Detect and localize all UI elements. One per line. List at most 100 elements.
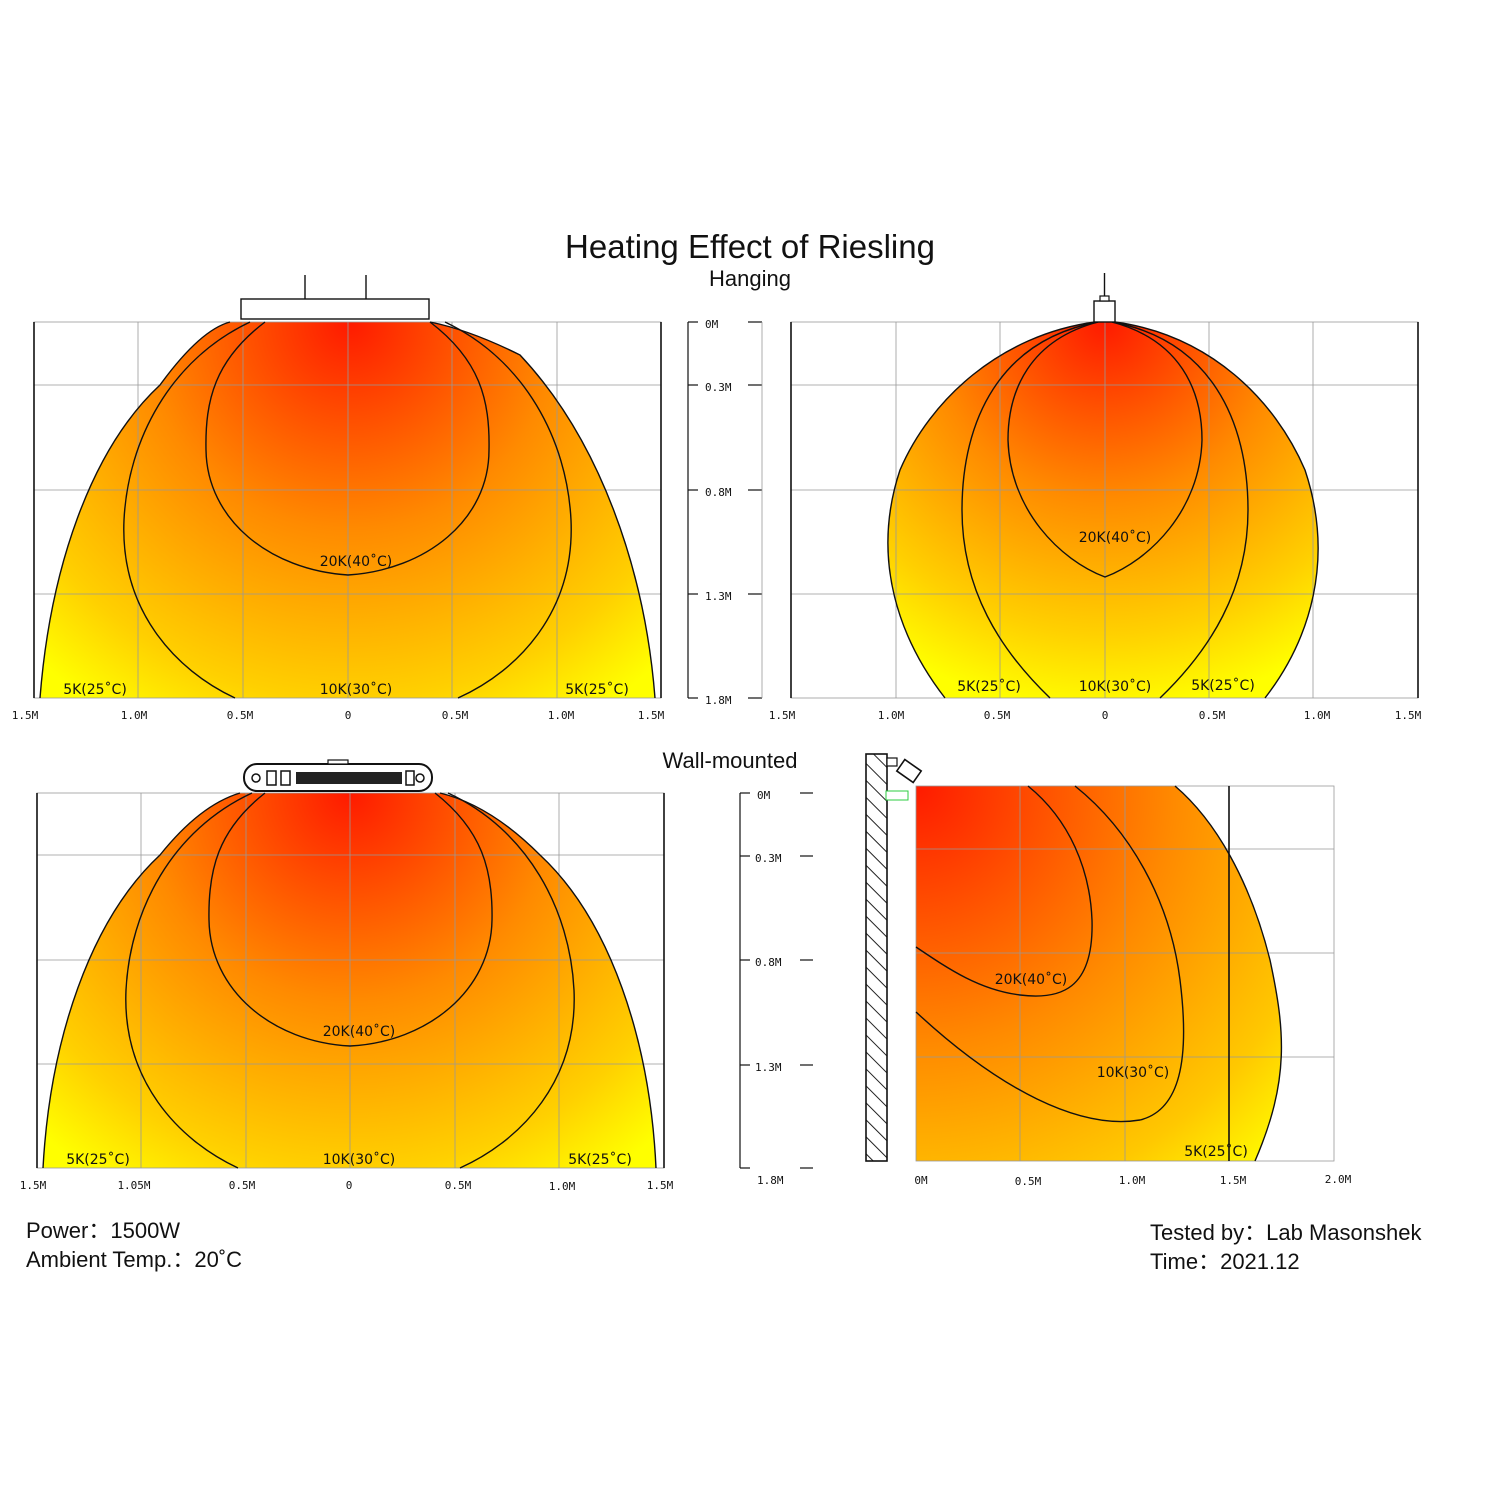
tick-label: 0 [346,1179,353,1192]
depth-tick: 1.3M [755,1061,782,1074]
power-label: Power： [26,1218,111,1243]
tick-label: 1.05M [117,1179,150,1192]
heater-wall-front [243,759,433,792]
contour-lines [887,321,1319,699]
tick-label: 1.0M [1119,1174,1146,1187]
contour-label: 10K(30˚C) [1079,678,1152,695]
contour-label: 5K(25˚C) [1191,677,1255,694]
contour-label: 20K(40˚C) [323,1023,396,1040]
ambient-row: Ambient Temp.：20˚C [26,1245,242,1274]
contour-10k [961,321,1249,699]
contour-5k [887,321,1319,699]
depth-tick: 0.3M [755,852,782,865]
panel-hanging-front: 1.5M 1.0M 0.5M 0 0.5M 1.0M 1.5M 20K(40˚C… [769,273,1422,722]
depth-axis-bottom [739,792,813,1169]
heater-wall-side [885,757,923,801]
tested-label: Tested by： [1150,1220,1267,1245]
contour-5k [39,321,656,699]
tick-label: 1.5M [20,1179,47,1192]
specs-block: Power：1500W Ambient Temp.：20˚C [26,1216,242,1274]
contour-20k [208,792,493,1047]
depth-tick: 1.8M [705,694,732,707]
contour-20k [915,785,1093,997]
contour-label: 5K(25˚C) [1184,1143,1248,1160]
x-axis-ticks: 1.5M 1.05M 0.5M 0 0.5M 1.0M 1.5M [20,1179,674,1193]
tick-label: 0M [914,1174,928,1187]
tick-label: 0 [1102,709,1109,722]
ambient-value: 20˚C [194,1247,243,1272]
panel-wall-front: 1.5M 1.05M 0.5M 0 0.5M 1.0M 1.5M 20K(40˚… [20,759,674,1193]
tick-label: 1.0M [1304,709,1331,722]
depth-axis-top [687,321,763,699]
contour-20k [205,321,490,576]
time-row: Time：2021.12 [1150,1247,1422,1276]
tick-label: 0.5M [984,709,1011,722]
contour-lines [915,785,1283,1162]
contour-5k [1174,785,1283,1162]
tick-label: 1.5M [769,709,796,722]
contour-label: 5K(25˚C) [63,681,127,698]
tested-value: Lab Masonshek [1266,1220,1422,1245]
contour-label: 10K(30˚C) [1097,1064,1170,1081]
test-info-block: Tested by：Lab Masonshek Time：2021.12 [1150,1218,1422,1276]
wall-structure [865,753,888,1162]
power-row: Power：1500W [26,1216,242,1245]
hanging-subtitle: Hanging [709,266,791,291]
time-value: 2021.12 [1220,1249,1300,1274]
contour-label: 20K(40˚C) [320,553,393,570]
depth-tick: 0.8M [755,956,782,969]
panel-hanging-side: 1.5M 1.0M 0.5M 0 0.5M 1.0M 1.5M 20K(40˚C… [12,275,665,722]
heat-zone-fill [40,322,655,698]
heater-hanging-side [240,275,430,320]
panel-wall-side: 0M 0.5M 1.0M 1.5M 2.0M 20K(40˚C) 10K(30˚… [865,753,1352,1188]
tick-label: 1.5M [1395,709,1422,722]
contour-5k [42,792,657,1169]
tick-label: 0.5M [442,709,469,722]
tick-label: 1.5M [647,1179,674,1192]
tested-row: Tested by：Lab Masonshek [1150,1218,1422,1247]
depth-tick: 1.8M [757,1174,784,1187]
contour-lines [39,321,656,699]
depth-tick: 0.8M [705,486,732,499]
tick-label: 1.5M [12,709,39,722]
contour-label: 5K(25˚C) [565,681,629,698]
depth-tick: 0M [757,789,771,802]
depth-tick: 0M [705,318,719,331]
depth-tick: 0.3M [705,381,732,394]
tick-label: 0 [345,709,352,722]
tick-label: 1.0M [549,1180,576,1193]
wall-mounted-subtitle: Wall-mounted [662,748,798,773]
tick-label: 1.0M [121,709,148,722]
contour-label: 5K(25˚C) [568,1151,632,1168]
contour-label: 10K(30˚C) [320,681,393,698]
contour-20k [1007,321,1203,578]
tick-label: 1.5M [1220,1174,1247,1187]
tick-label: 0.5M [229,1179,256,1192]
power-value: 1500W [110,1218,181,1243]
contour-10k [123,321,572,699]
page-title: Heating Effect of Riesling [565,228,935,265]
contour-lines [42,792,657,1169]
heat-zone-fill [887,322,1319,698]
heat-zone-fill [43,793,656,1168]
tick-label: 2.0M [1325,1173,1352,1186]
x-axis-ticks: 1.5M 1.0M 0.5M 0 0.5M 1.0M 1.5M [769,709,1422,722]
tick-label: 0.5M [1015,1175,1042,1188]
contour-label: 5K(25˚C) [66,1151,130,1168]
heat-zone-fill [916,786,1282,1161]
tick-label: 0.5M [1199,709,1226,722]
x-axis-ticks: 1.5M 1.0M 0.5M 0 0.5M 1.0M 1.5M [12,709,665,722]
ambient-label: Ambient Temp.： [26,1247,195,1272]
x-axis-ticks: 0M 0.5M 1.0M 1.5M 2.0M [914,1173,1351,1188]
depth-tick: 1.3M [705,590,732,603]
time-label: Time： [1150,1249,1221,1274]
contour-10k [125,792,575,1169]
tick-label: 0.5M [445,1179,472,1192]
tick-label: 1.5M [638,709,665,722]
contour-10k [915,785,1185,1123]
tick-label: 1.0M [878,709,905,722]
contour-label: 20K(40˚C) [995,971,1068,988]
contour-label: 10K(30˚C) [323,1151,396,1168]
contour-label: 5K(25˚C) [957,678,1021,695]
